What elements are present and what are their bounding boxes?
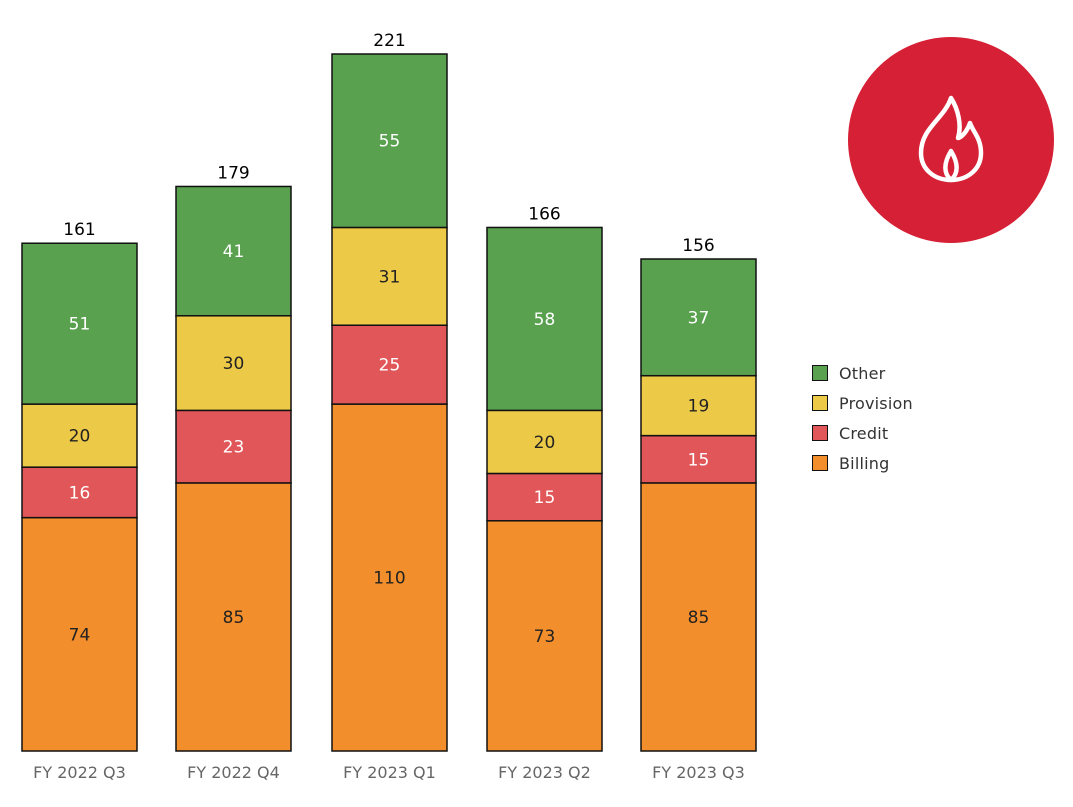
legend-swatch — [812, 395, 828, 411]
bar-segment-provision — [175, 315, 292, 412]
legend-item-other: Other — [812, 358, 913, 388]
total-label: 166 — [528, 204, 560, 224]
bar-segment-provision — [486, 409, 603, 475]
bar-segment-billing — [486, 520, 603, 752]
bar-segment-credit — [331, 324, 448, 405]
legend-label: Other — [839, 363, 886, 383]
data-label-credit: 23 — [223, 438, 245, 458]
bar-segment-provision — [331, 226, 448, 326]
flame-icon — [918, 95, 984, 183]
bar-segment-billing — [21, 516, 138, 752]
bar-segment-other — [331, 53, 448, 229]
bar-segment-billing — [175, 482, 292, 752]
data-label-credit: 15 — [534, 488, 556, 508]
legend-item-billing: Billing — [812, 448, 913, 478]
data-label-credit: 16 — [69, 483, 91, 503]
bar-segment-credit — [21, 466, 138, 519]
total-label: 179 — [217, 163, 249, 183]
badge-circle — [848, 37, 1054, 243]
legend-label: Credit — [839, 423, 889, 443]
data-label-billing: 85 — [688, 608, 710, 628]
data-label-other: 58 — [534, 310, 556, 330]
x-tick-label: FY 2022 Q4 — [187, 763, 280, 782]
legend: Other Provision Credit Billing — [812, 358, 913, 478]
legend-label: Billing — [839, 453, 890, 473]
bar-segment-other — [21, 242, 138, 405]
data-label-billing: 73 — [534, 627, 556, 647]
x-tick-label: FY 2022 Q3 — [33, 763, 126, 782]
bar-segment-other — [175, 185, 292, 317]
bar-segment-credit — [175, 409, 292, 484]
total-label: 156 — [682, 236, 714, 256]
legend-swatch — [812, 425, 828, 441]
data-label-provision: 20 — [69, 427, 91, 447]
bar-segment-other — [486, 226, 603, 412]
legend-swatch — [812, 455, 828, 471]
data-label-provision: 20 — [534, 433, 556, 453]
bar-segment-provision — [21, 403, 138, 468]
data-label-billing: 74 — [69, 625, 91, 645]
total-label: 161 — [63, 220, 95, 240]
legend-item-provision: Provision — [812, 388, 913, 418]
x-tick-label: FY 2023 Q3 — [652, 763, 745, 782]
data-label-other: 37 — [688, 308, 710, 328]
fire-badge — [848, 37, 1054, 243]
data-label-other: 55 — [379, 132, 401, 152]
data-label-provision: 31 — [379, 267, 401, 287]
x-tick-label: FY 2023 Q2 — [498, 763, 591, 782]
legend-swatch — [812, 365, 828, 381]
data-label-credit: 25 — [379, 356, 401, 376]
data-label-provision: 19 — [688, 397, 710, 417]
data-label-other: 41 — [223, 242, 245, 262]
bar-segment-other — [640, 258, 757, 377]
data-label-billing: 85 — [223, 608, 245, 628]
bar-segment-billing — [640, 482, 757, 752]
x-tick-label: FY 2023 Q1 — [343, 763, 436, 782]
bar-segment-provision — [640, 374, 757, 437]
data-label-provision: 30 — [223, 354, 245, 374]
total-label: 221 — [373, 31, 405, 51]
data-label-billing: 110 — [373, 569, 405, 589]
legend-item-credit: Credit — [812, 418, 913, 448]
data-label-credit: 15 — [688, 450, 710, 470]
legend-label: Provision — [839, 393, 913, 413]
data-label-other: 51 — [69, 315, 91, 335]
bar-segment-billing — [331, 403, 448, 752]
